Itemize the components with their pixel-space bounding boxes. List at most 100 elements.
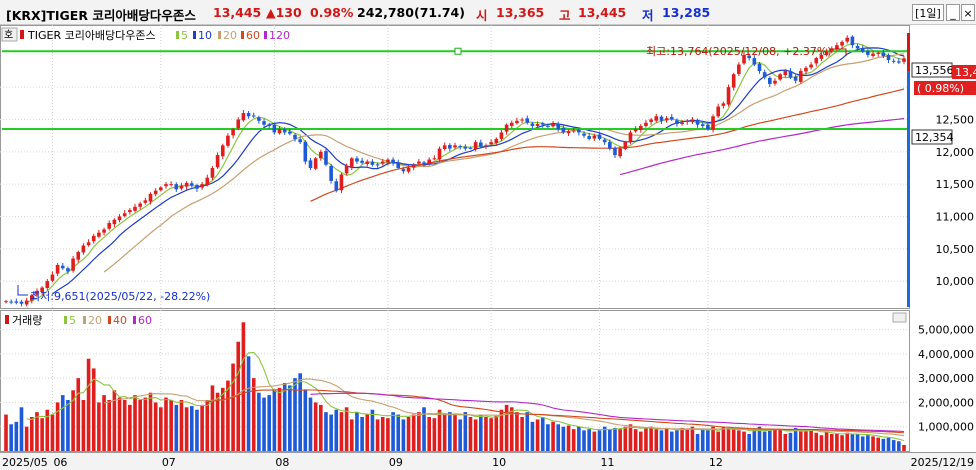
candle-body — [81, 245, 86, 253]
candle — [380, 159, 385, 166]
candle — [814, 56, 819, 67]
candle-body — [179, 185, 184, 189]
candle — [556, 121, 561, 132]
candle-body — [669, 117, 674, 120]
candle-body — [566, 131, 571, 134]
hline-handle[interactable] — [454, 47, 462, 55]
volume-bar — [649, 426, 653, 451]
volume-bar — [530, 421, 535, 451]
volume-bar — [757, 426, 762, 451]
volume-bar — [189, 406, 194, 451]
candle — [866, 48, 870, 58]
candle-body — [55, 264, 60, 274]
candle-body — [282, 129, 287, 133]
candle-body — [24, 300, 29, 305]
candle — [602, 137, 607, 145]
volume-bar — [546, 424, 550, 451]
candle — [184, 181, 189, 190]
candle-body — [587, 136, 591, 139]
candle — [571, 127, 576, 134]
candle — [128, 207, 132, 215]
volume-bar — [308, 397, 313, 451]
candle — [277, 126, 282, 135]
minimize-button[interactable]: _ — [946, 4, 960, 21]
candle — [19, 299, 24, 307]
candle-body — [205, 177, 210, 185]
candle-body — [422, 162, 426, 164]
volume-bar — [210, 385, 215, 451]
ma20-line — [103, 53, 905, 273]
candle-body — [251, 115, 256, 117]
volume-bar — [520, 417, 524, 451]
candle — [272, 122, 277, 135]
volume-bar — [515, 412, 519, 451]
volume-panel-min-button[interactable] — [892, 312, 907, 323]
candle — [850, 35, 855, 49]
volume-bar — [138, 400, 142, 451]
candle — [107, 220, 112, 231]
candle-body — [169, 184, 173, 186]
candle-body — [675, 120, 679, 125]
candle — [535, 121, 540, 128]
volume-bar — [86, 358, 91, 451]
volume-tick-label: 5,000,000 — [918, 324, 974, 337]
candle-body — [448, 144, 452, 149]
candle-body — [644, 122, 648, 126]
volume-tick-label: 4,000,000 — [918, 348, 974, 361]
candle — [659, 115, 664, 124]
candle — [262, 118, 266, 127]
volume-bar — [494, 415, 499, 451]
volume-bar — [251, 378, 256, 451]
volume-bar — [700, 429, 705, 451]
candle — [148, 192, 153, 205]
candle-body — [97, 232, 101, 237]
volume-bar — [608, 429, 612, 451]
candle-body — [778, 74, 782, 80]
candle — [566, 129, 571, 136]
current-price: 13,445 — [213, 5, 262, 20]
candle — [174, 182, 179, 192]
candle-body — [747, 55, 751, 59]
candle — [891, 58, 896, 64]
candle-body — [484, 145, 488, 147]
hline-1-value: 13,556 — [915, 64, 954, 77]
candle-body — [370, 161, 375, 165]
volume-bar — [618, 429, 622, 451]
candle-body — [700, 124, 705, 126]
candle — [71, 255, 75, 273]
period-button[interactable]: [1일] — [912, 4, 944, 21]
stock-chart[interactable]: 호 TIGER 코리아배당다우존스 5 10 20 60 120 거래량 5 2… — [0, 25, 976, 470]
candle-body — [773, 80, 777, 84]
vma5-legend: 5 — [69, 314, 76, 327]
candle — [644, 120, 648, 128]
candle-body — [9, 301, 13, 303]
candle — [143, 197, 148, 205]
corner-button[interactable] — [1, 27, 18, 42]
candle — [406, 165, 411, 174]
candle-body — [442, 145, 447, 149]
candle — [189, 180, 194, 188]
candle — [210, 166, 215, 181]
volume-bar — [313, 402, 318, 451]
volume-legend-marker — [5, 315, 9, 324]
date-tick-label: 2025/05 — [2, 456, 48, 469]
candle — [504, 123, 509, 135]
candle-body — [153, 190, 158, 195]
candle-body — [329, 165, 333, 181]
candle — [819, 52, 824, 62]
candle — [768, 76, 772, 87]
volume-bar — [489, 418, 493, 451]
volume-bar — [587, 429, 591, 451]
volume-bar — [19, 407, 24, 451]
volume-bar — [473, 419, 478, 451]
candle-body — [535, 124, 540, 126]
candle — [881, 49, 886, 59]
volume-bar — [577, 426, 581, 451]
candle — [133, 203, 137, 213]
candle-body — [556, 123, 561, 130]
volume-bar — [298, 373, 302, 451]
candle — [411, 163, 416, 171]
close-button[interactable]: × — [961, 4, 975, 21]
candle-body — [731, 74, 736, 88]
candle-body — [592, 135, 597, 139]
